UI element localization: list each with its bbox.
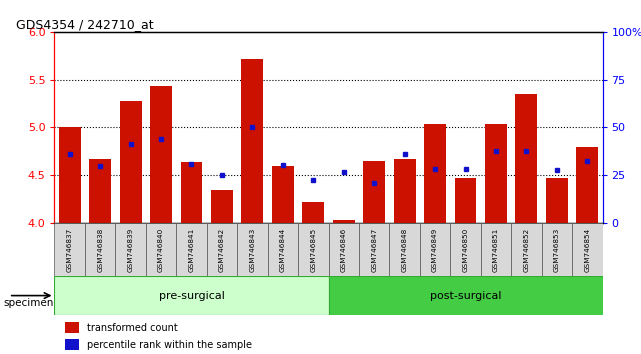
Bar — [242, 59, 263, 223]
Text: GDS4354 / 242710_at: GDS4354 / 242710_at — [16, 18, 154, 31]
Bar — [333, 220, 354, 223]
Bar — [150, 86, 172, 223]
Text: GSM746844: GSM746844 — [280, 228, 286, 272]
FancyBboxPatch shape — [328, 223, 359, 276]
Text: GSM746854: GSM746854 — [585, 228, 590, 272]
Bar — [211, 190, 233, 223]
Bar — [181, 162, 203, 223]
FancyBboxPatch shape — [146, 223, 176, 276]
Bar — [546, 178, 568, 223]
Bar — [576, 147, 598, 223]
Bar — [303, 202, 324, 223]
FancyBboxPatch shape — [237, 223, 267, 276]
FancyBboxPatch shape — [54, 276, 328, 315]
FancyBboxPatch shape — [359, 223, 389, 276]
Bar — [59, 127, 81, 223]
Bar — [65, 339, 79, 350]
Text: GSM746852: GSM746852 — [524, 228, 529, 272]
Bar — [272, 166, 294, 223]
Text: specimen: specimen — [3, 298, 54, 308]
Text: pre-surgical: pre-surgical — [158, 291, 224, 301]
Text: GSM746837: GSM746837 — [67, 228, 72, 272]
FancyBboxPatch shape — [542, 223, 572, 276]
Text: GSM746848: GSM746848 — [402, 228, 408, 272]
Bar — [120, 101, 142, 223]
FancyBboxPatch shape — [420, 223, 450, 276]
Text: GSM746843: GSM746843 — [249, 228, 255, 272]
FancyBboxPatch shape — [267, 223, 298, 276]
FancyBboxPatch shape — [176, 223, 206, 276]
Bar — [424, 124, 446, 223]
Text: GSM746847: GSM746847 — [371, 228, 377, 272]
Text: GSM746850: GSM746850 — [463, 228, 469, 272]
Text: transformed count: transformed count — [87, 323, 178, 333]
Bar — [454, 178, 476, 223]
FancyBboxPatch shape — [511, 223, 542, 276]
FancyBboxPatch shape — [206, 223, 237, 276]
Text: GSM746849: GSM746849 — [432, 228, 438, 272]
FancyBboxPatch shape — [572, 223, 603, 276]
Bar — [89, 159, 111, 223]
Bar — [394, 159, 415, 223]
FancyBboxPatch shape — [389, 223, 420, 276]
Text: GSM746841: GSM746841 — [188, 228, 194, 272]
Bar — [363, 161, 385, 223]
Text: post-surgical: post-surgical — [429, 291, 501, 301]
FancyBboxPatch shape — [54, 223, 85, 276]
Text: GSM746845: GSM746845 — [310, 228, 316, 272]
FancyBboxPatch shape — [298, 223, 328, 276]
Text: GSM746838: GSM746838 — [97, 228, 103, 272]
Text: GSM746840: GSM746840 — [158, 228, 164, 272]
FancyBboxPatch shape — [85, 223, 115, 276]
Text: GSM746839: GSM746839 — [128, 228, 133, 272]
Text: GSM746851: GSM746851 — [493, 228, 499, 272]
Text: percentile rank within the sample: percentile rank within the sample — [87, 340, 253, 350]
Bar — [485, 124, 507, 223]
Text: GSM746853: GSM746853 — [554, 228, 560, 272]
FancyBboxPatch shape — [450, 223, 481, 276]
FancyBboxPatch shape — [328, 276, 603, 315]
Bar — [65, 322, 79, 333]
Bar — [515, 94, 537, 223]
FancyBboxPatch shape — [115, 223, 146, 276]
Text: GSM746842: GSM746842 — [219, 228, 225, 272]
Text: GSM746846: GSM746846 — [341, 228, 347, 272]
FancyBboxPatch shape — [481, 223, 511, 276]
